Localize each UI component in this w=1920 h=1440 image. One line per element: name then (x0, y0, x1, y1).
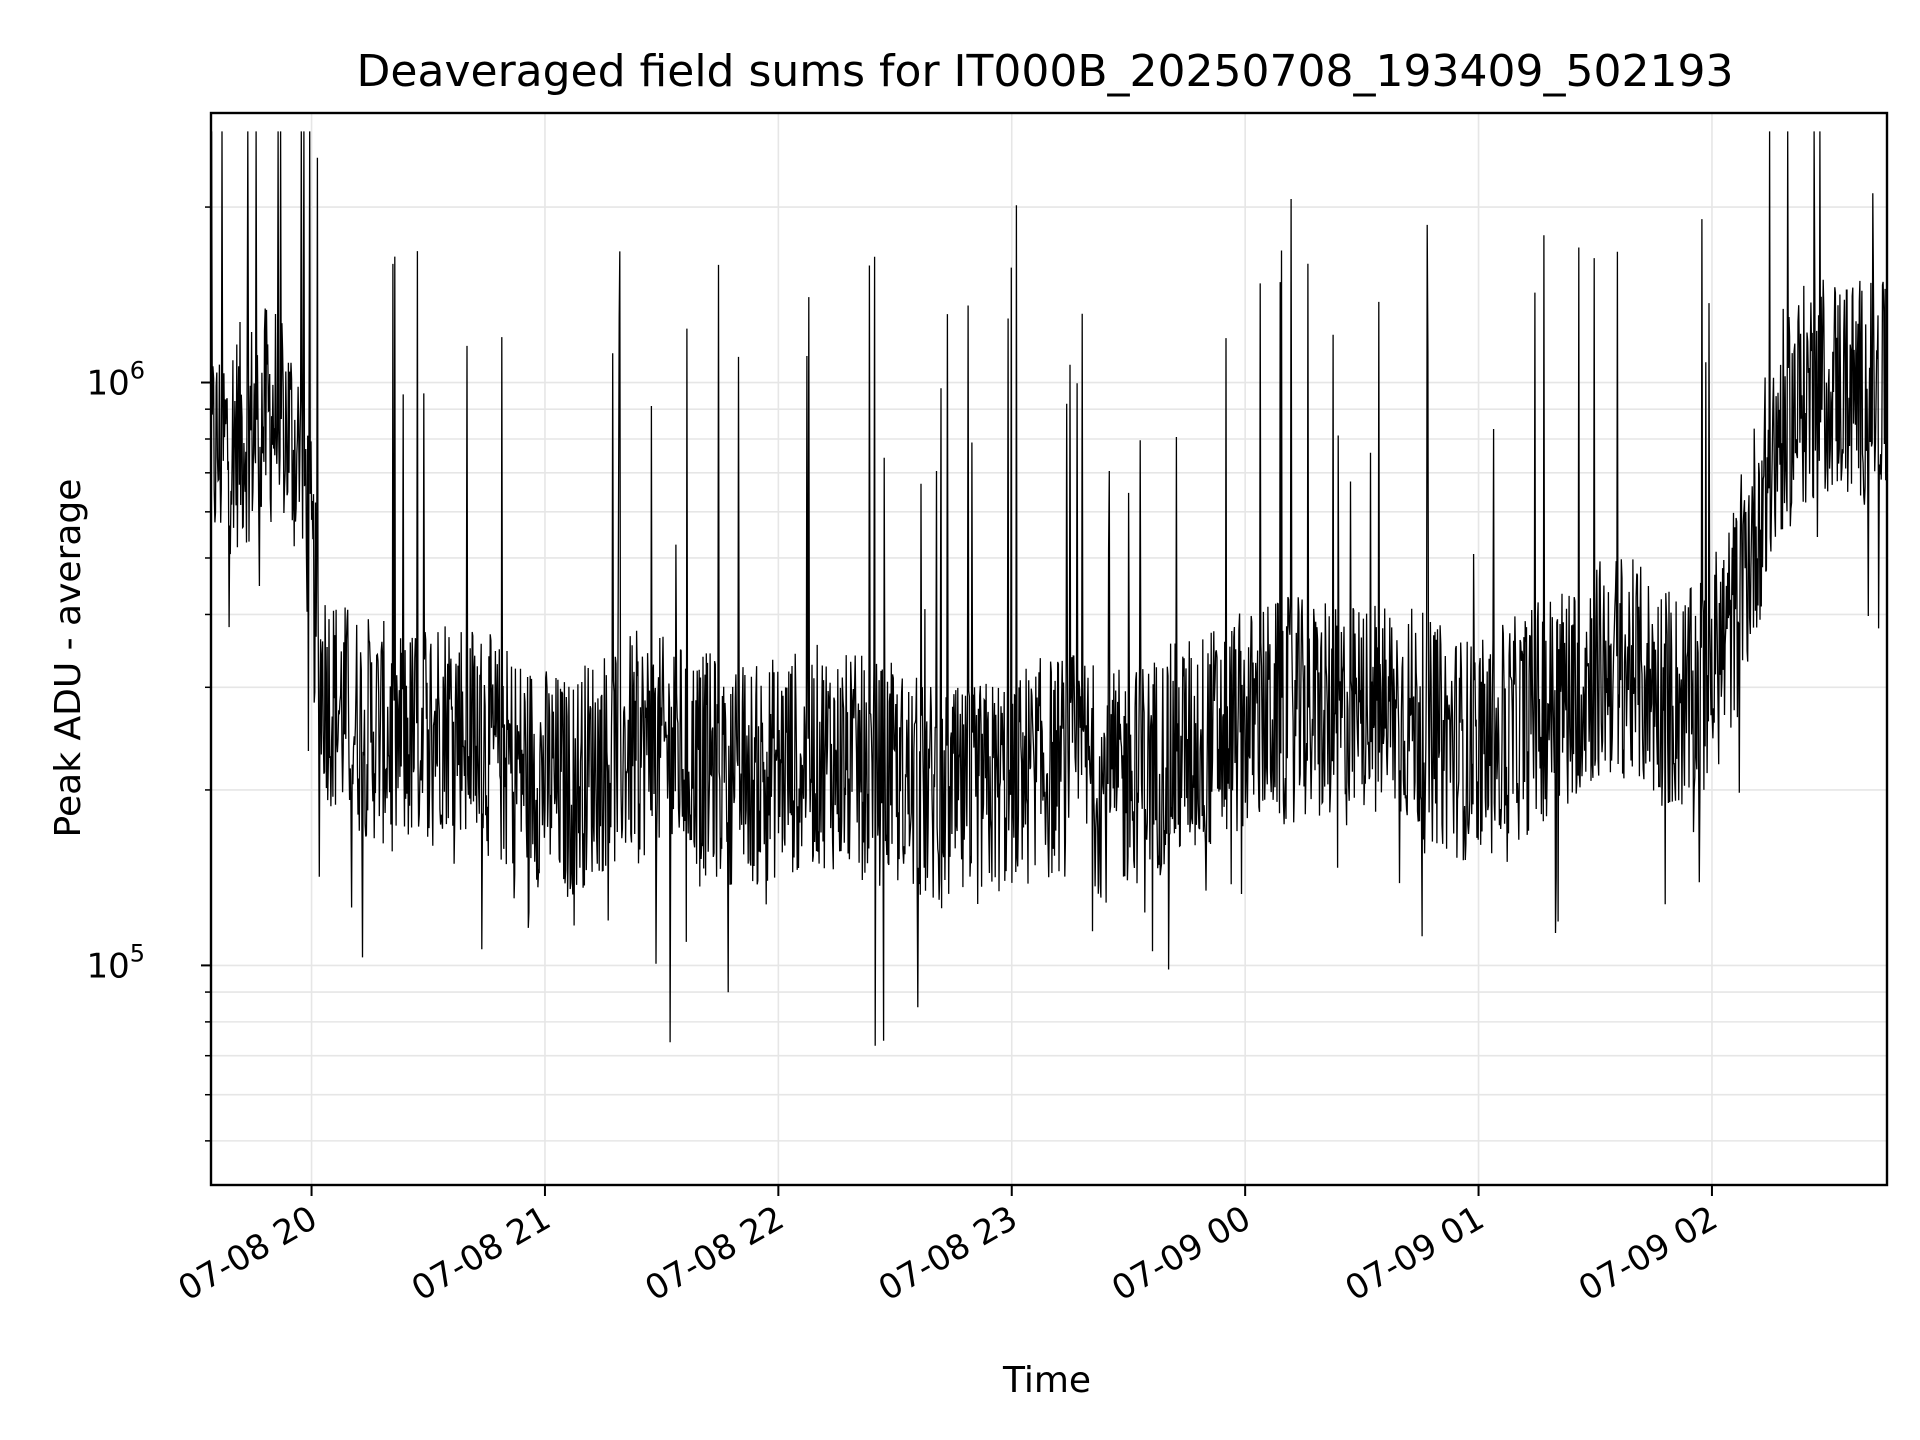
series-line (210, 131, 1888, 1046)
axes-frame (209, 111, 1889, 1187)
x-tick-label: 07-08 20 (172, 1198, 324, 1309)
x-tick-label: 07-08 23 (872, 1198, 1024, 1309)
y-tick-label: 105 (86, 939, 145, 986)
x-tick-label: 07-09 02 (1572, 1198, 1724, 1309)
plot-area (210, 131, 1888, 1046)
x-tick-label: 07-08 21 (405, 1198, 557, 1309)
y-tick-label: 106 (86, 357, 145, 404)
x-tick-label: 07-09 01 (1339, 1198, 1491, 1309)
y-axis-label: Peak ADU - average (48, 479, 89, 838)
y-axis: 105 106 (86, 206, 211, 1142)
x-axis: 07-08 20 07-08 21 07-08 22 07-08 23 07-09 00… (172, 1185, 1724, 1309)
x-tick-label: 07-08 22 (638, 1198, 790, 1309)
x-tick-label: 07-09 00 (1105, 1198, 1257, 1309)
chart-title: Deaveraged field sums for IT000B_2025070… (357, 46, 1734, 97)
x-axis-label: Time (1002, 1360, 1091, 1401)
grid (211, 113, 1887, 1185)
